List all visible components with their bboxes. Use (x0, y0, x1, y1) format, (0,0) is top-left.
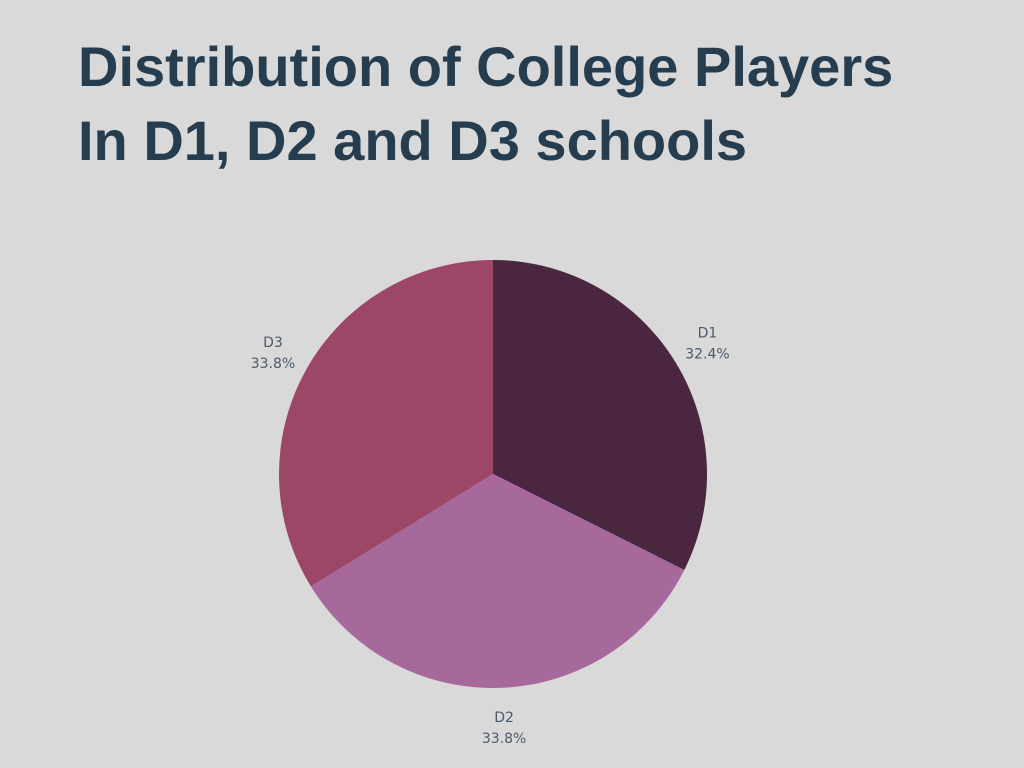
pie-label-name: D3 (263, 335, 283, 351)
pie-slice-d3 (279, 260, 493, 587)
pie-slice-d2 (310, 474, 685, 688)
chart-title-line-1: Distribution of College Players (78, 35, 894, 98)
pie-label-d3: D3 33.8% (251, 335, 295, 372)
pie-slice-d1 (493, 260, 707, 570)
pie-label-percent: 32.4% (685, 347, 729, 363)
pie-label-name: D1 (698, 326, 718, 342)
chart-title: Distribution of College Players In D1, D… (78, 30, 998, 178)
pie-label-d1: D1 32.4% (685, 326, 729, 363)
pie-label-percent: 33.8% (251, 356, 295, 372)
chart-title-line-2: In D1, D2 and D3 schools (78, 109, 748, 172)
pie-label-name: D2 (494, 710, 514, 726)
pie-label-d2: D2 33.8% (482, 710, 526, 747)
pie-label-percent: 33.8% (482, 731, 526, 747)
